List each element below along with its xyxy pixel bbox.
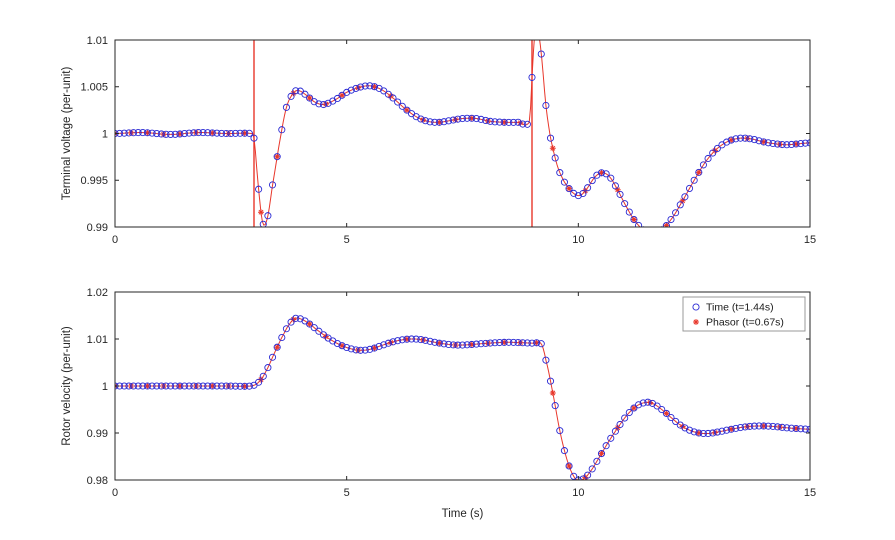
x-tick-label: 15	[804, 487, 816, 499]
legend-box	[682, 296, 806, 332]
plot-area	[115, 314, 810, 480]
y-tick-label: 0.99	[87, 428, 108, 440]
circle-marker-icon	[692, 303, 700, 311]
legend-item-label: Phasor (t=0.67s)	[706, 317, 784, 329]
ticks	[114, 291, 811, 481]
chart-rotor-velocity: 0 5 10 15 0.98 0.99 1 1.01 1.02 Rotor velocity (p…	[61, 287, 816, 520]
time-markers	[115, 314, 810, 480]
x-axis-label: Time (s)	[442, 508, 484, 520]
chart-terminal-voltage: 0 5 10 15 0.99 0.995 1 1.005 1.01 Terminal voltag…	[61, 35, 816, 246]
y-tick-label: 1	[102, 128, 108, 140]
y-tick-label: 1.005	[80, 82, 108, 94]
x-tick-label: 10	[572, 487, 584, 499]
x-tick-label: 10	[572, 234, 584, 246]
phasor-markers	[115, 83, 800, 227]
x-tick-label: 0	[112, 487, 118, 499]
x-tick-label: 5	[344, 487, 350, 499]
y-tick-label: 1	[102, 381, 108, 393]
time-markers	[115, 50, 810, 227]
x-tick-label: 0	[112, 234, 118, 246]
y-axis-label: Terminal voltage (per-unit)	[61, 67, 73, 201]
y-tick-label: 1.01	[87, 35, 108, 47]
y-tick-label: 1.02	[87, 287, 108, 299]
tick-labels: 0 5 10 15 0.98 0.99 1 1.01 1.02	[87, 287, 817, 499]
legend: Time (t=1.44s) Phasor (t=0.67s)	[682, 296, 806, 332]
y-axis-label: Rotor velocity (per-unit)	[61, 326, 73, 446]
plot-area	[115, 40, 810, 227]
tick-labels: 0 5 10 15 0.99 0.995 1 1.005 1.01	[80, 35, 816, 246]
ticks	[114, 39, 811, 228]
asterisk-marker-icon	[693, 319, 699, 325]
y-tick-label: 1.01	[87, 334, 108, 346]
y-tick-label: 0.995	[80, 175, 108, 187]
y-tick-label: 0.98	[87, 475, 108, 487]
legend-item-label: Time (t=1.44s)	[706, 302, 774, 314]
x-tick-label: 15	[804, 234, 816, 246]
x-tick-label: 5	[344, 234, 350, 246]
y-tick-label: 0.99	[87, 222, 108, 234]
